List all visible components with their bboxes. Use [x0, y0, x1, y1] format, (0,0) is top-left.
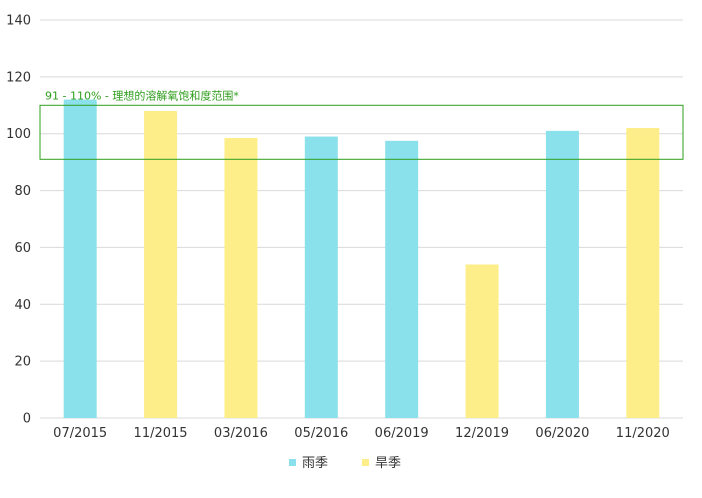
x-axis: 07/2015 11/2015 03/2016 05/2016 06/2019 12/20…	[53, 426, 670, 441]
x-tick-label: 12/2019	[455, 426, 509, 441]
bar-07-2015[interactable]	[63, 99, 97, 418]
legend[interactable]: 雨季 旱季	[289, 456, 401, 471]
bar-12-2019[interactable]	[465, 264, 499, 418]
x-tick-label: 06/2019	[375, 426, 429, 441]
bar-03-2016[interactable]	[224, 137, 258, 418]
x-tick-label: 05/2016	[294, 426, 348, 441]
bar-05-2016[interactable]	[304, 136, 338, 419]
y-tick-label: 0	[23, 412, 31, 427]
reference-band: 91 - 110% - 理想的溶解氧饱和度范围*	[39, 88, 684, 160]
y-tick-label: 80	[14, 184, 31, 199]
reference-band-label: 91 - 110% - 理想的溶解氧饱和度范围*	[45, 88, 239, 102]
x-tick-label: 06/2020	[535, 426, 589, 441]
gridlines	[40, 19, 683, 419]
x-tick-label: 11/2020	[616, 426, 670, 441]
bar-06-2020[interactable]	[545, 130, 579, 418]
y-tick-label: 100	[6, 127, 31, 142]
x-tick-label: 03/2016	[214, 426, 268, 441]
legend-item-dry[interactable]: 旱季	[362, 456, 401, 471]
x-tick-label: 11/2015	[134, 426, 188, 441]
legend-item-rainy[interactable]: 雨季	[289, 456, 328, 471]
y-tick-label: 40	[14, 298, 31, 313]
legend-label-rainy: 雨季	[302, 456, 328, 471]
bars	[63, 99, 660, 419]
y-tick-label: 60	[14, 241, 31, 256]
legend-swatch-dry	[362, 459, 369, 466]
y-axis: 0 20 40 60 80 100 120 140	[6, 14, 31, 427]
bar-06-2019[interactable]	[385, 140, 419, 419]
legend-swatch-rainy	[289, 459, 296, 466]
bar-11-2015[interactable]	[144, 110, 178, 418]
x-tick-label: 07/2015	[53, 426, 107, 441]
reference-band-box	[39, 104, 684, 160]
y-tick-label: 140	[6, 14, 31, 29]
y-tick-label: 20	[14, 355, 31, 370]
y-tick-label: 120	[6, 70, 31, 85]
bar-11-2020[interactable]	[626, 128, 660, 418]
legend-label-dry: 旱季	[375, 456, 401, 471]
